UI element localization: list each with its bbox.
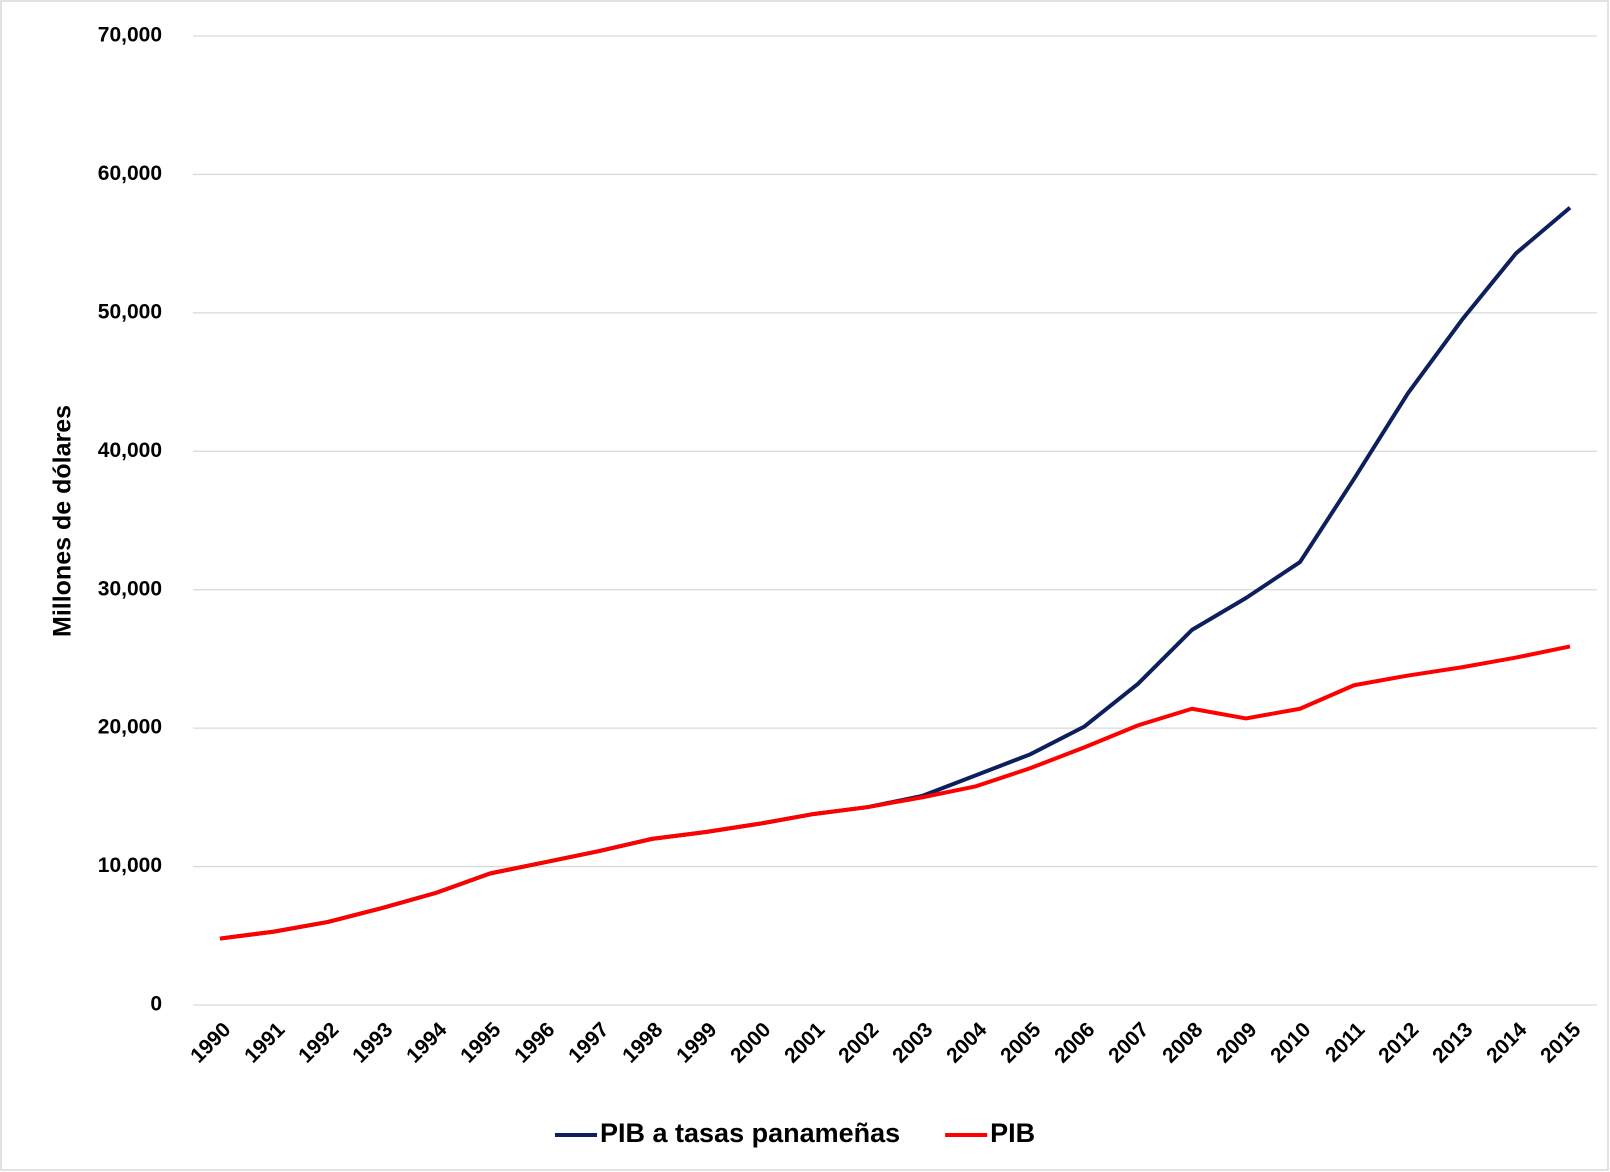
y-tick-label: 70,000 xyxy=(98,24,162,47)
legend-label: PIB a tasas panameñas xyxy=(600,1118,900,1148)
x-tick-label: 2002 xyxy=(834,1018,883,1067)
x-tick-label: 2007 xyxy=(1104,1018,1153,1067)
x-tick-label: 2013 xyxy=(1428,1018,1477,1067)
x-tick-label: 1991 xyxy=(240,1018,290,1068)
x-tick-label: 2006 xyxy=(1050,1018,1099,1067)
x-tick-label: 2005 xyxy=(996,1018,1046,1068)
x-tick-label: 2011 xyxy=(1321,1018,1370,1067)
y-tick-label: 0 xyxy=(150,993,162,1016)
legend-label: PIB xyxy=(990,1118,1035,1148)
y-tick-label: 60,000 xyxy=(98,162,162,185)
x-tick-label: 2015 xyxy=(1536,1018,1586,1068)
y-tick-label: 30,000 xyxy=(98,577,162,600)
x-tick-label: 1990 xyxy=(186,1018,235,1067)
x-tick-label: 1996 xyxy=(510,1018,559,1067)
x-tick-label: 2001 xyxy=(780,1018,830,1068)
x-tick-label: 2003 xyxy=(888,1018,937,1067)
x-tick-label: 1999 xyxy=(672,1018,721,1067)
x-tick-label: 2010 xyxy=(1266,1018,1315,1067)
x-tick-label: 2000 xyxy=(726,1018,775,1067)
x-tick-label: 1998 xyxy=(618,1018,668,1068)
line-series xyxy=(219,644,1571,941)
y-tick-label: 10,000 xyxy=(98,854,162,877)
line-series xyxy=(219,206,1572,941)
y-tick-label: 50,000 xyxy=(98,300,162,323)
x-tick-label: 2008 xyxy=(1158,1018,1208,1068)
x-tick-label: 1992 xyxy=(294,1018,343,1067)
y-axis-title: Millones de dólares xyxy=(49,405,77,637)
x-tick-label: 2014 xyxy=(1482,1018,1532,1068)
y-tick-label: 40,000 xyxy=(98,439,162,462)
x-tick-label: 2012 xyxy=(1374,1018,1423,1067)
x-tick-label: 1993 xyxy=(348,1018,397,1067)
x-tick-label: 1995 xyxy=(456,1018,506,1068)
y-tick-label: 20,000 xyxy=(98,716,162,739)
x-tick-label: 2009 xyxy=(1212,1018,1261,1067)
x-tick-label: 1997 xyxy=(564,1018,613,1067)
x-tick-label: 2004 xyxy=(942,1018,992,1068)
x-tick-label: 1994 xyxy=(402,1018,452,1068)
